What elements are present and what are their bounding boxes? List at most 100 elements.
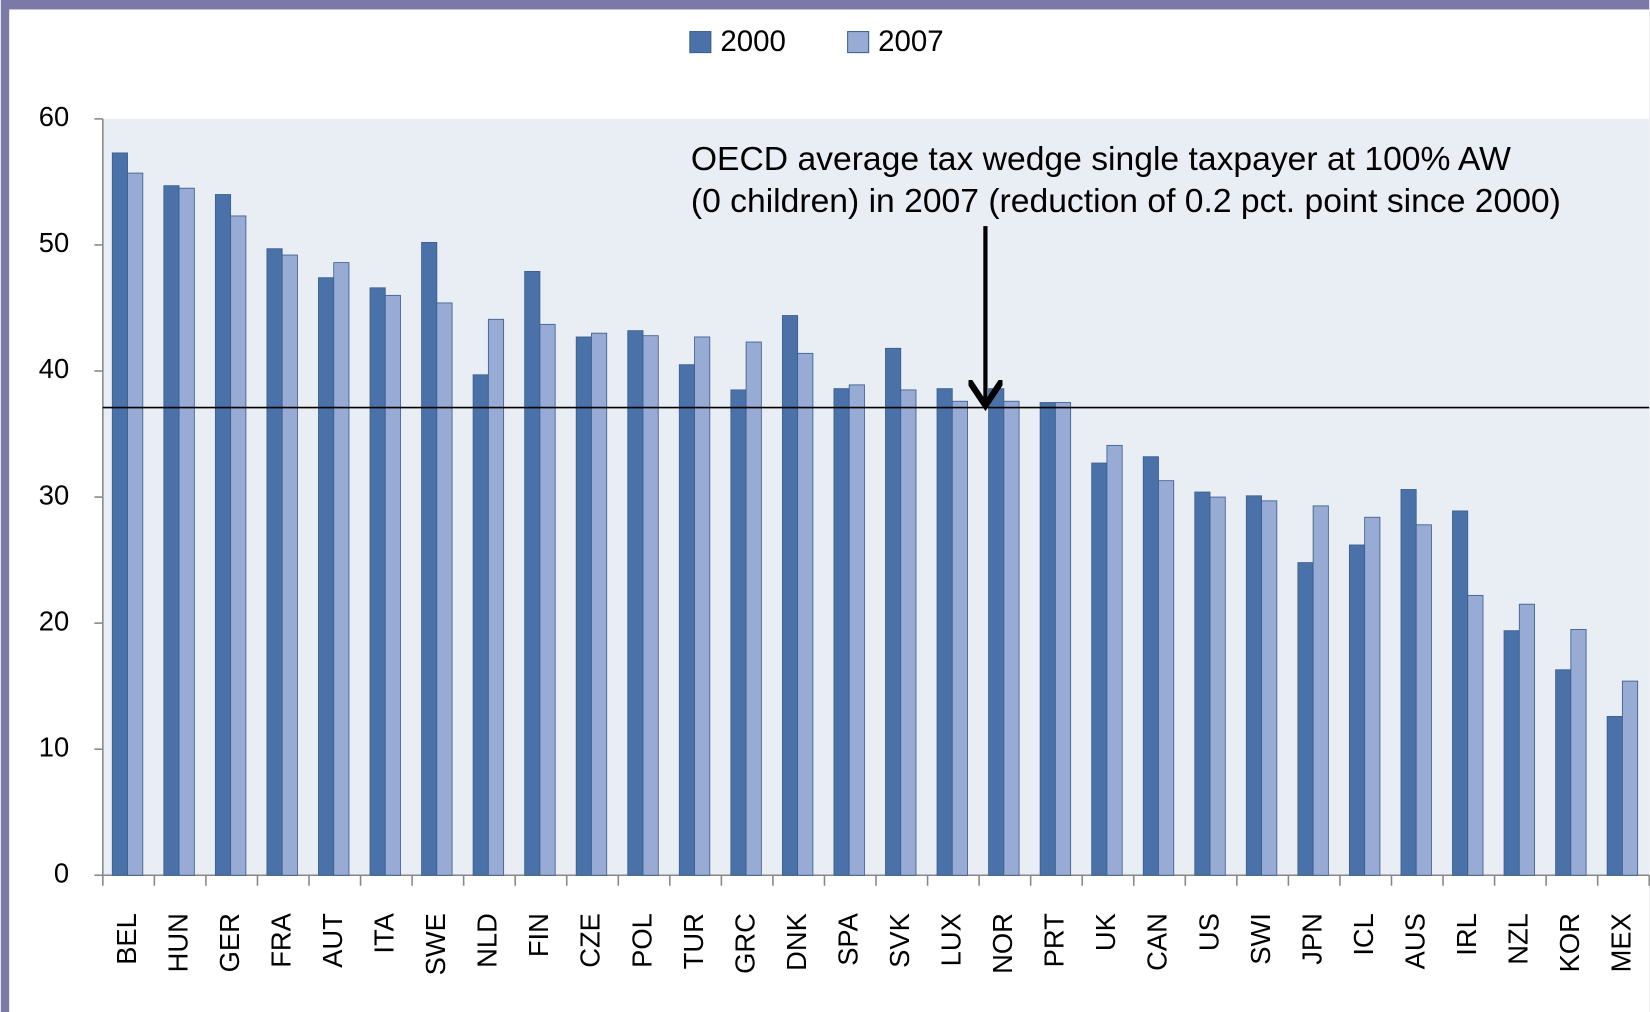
x-tick-label: SVK (884, 913, 915, 968)
plot-area (102, 118, 1650, 876)
bar (421, 241, 438, 876)
y-tick-label: 30 (39, 479, 69, 510)
x-tick-label: KOR (1554, 913, 1585, 972)
legend-swatch (847, 31, 870, 54)
bar (745, 341, 762, 876)
legend-label: 2000 (720, 25, 786, 58)
bar (230, 215, 247, 876)
bar (1312, 505, 1329, 876)
bar (1209, 496, 1226, 876)
legend-swatch (689, 31, 712, 54)
x-tick-label: IRL (1451, 913, 1482, 956)
bar (1158, 480, 1175, 876)
bar (333, 262, 350, 876)
bar (281, 254, 298, 876)
bar (318, 277, 335, 876)
bar (1348, 544, 1366, 876)
bar (1621, 680, 1639, 876)
bar (885, 347, 902, 876)
bar (524, 270, 541, 876)
chart-layer: 0 10 20 30 40 50 60 BEL HUN GER FRA AUT ITA SWE NLD FIN… (39, 25, 1650, 975)
x-tick-label: AUT (317, 913, 348, 968)
bar (384, 294, 401, 876)
x-tick-label: NLD (472, 913, 503, 968)
y-tick-label: 60 (39, 101, 69, 132)
y-tick-label: 40 (39, 353, 69, 384)
bar (1245, 495, 1262, 876)
bar (369, 287, 386, 876)
bar (833, 388, 850, 876)
x-tick-label: BEL (111, 913, 142, 965)
bar (1467, 594, 1484, 876)
bar (1364, 516, 1381, 876)
bar (575, 336, 592, 876)
y-tick-label: 10 (39, 731, 69, 762)
bar (678, 364, 695, 876)
x-tick-label: TUR (678, 913, 709, 969)
bar (1555, 669, 1572, 876)
bar (1415, 524, 1432, 876)
y-tick-label: 0 (54, 857, 69, 888)
bar (642, 335, 659, 876)
bar (111, 152, 128, 876)
x-tick-label: SPA (832, 912, 863, 965)
bar (1194, 491, 1211, 876)
bar (1003, 400, 1020, 876)
bar (1261, 500, 1278, 876)
bar (781, 315, 799, 876)
bar (591, 332, 608, 876)
x-tick-label: POL (626, 913, 657, 968)
x-tick-label: GRC (729, 913, 760, 974)
x-tick-label: HUN (162, 913, 193, 972)
bar (936, 388, 953, 876)
bar (951, 400, 968, 876)
bar (694, 336, 711, 876)
bar (900, 389, 917, 876)
bar (487, 318, 505, 876)
x-tick-label: SWE (420, 913, 451, 975)
bar (436, 302, 453, 876)
bar (1297, 562, 1314, 876)
x-tick-label: LUX (936, 913, 967, 966)
x-tick-label: SWI (1245, 913, 1276, 965)
bar (1400, 489, 1417, 876)
bar (848, 384, 865, 876)
x-tick-label: MEX (1606, 913, 1637, 972)
bar (797, 352, 814, 876)
bar (1606, 715, 1623, 876)
bar (1039, 402, 1056, 876)
x-tick-label: GER (214, 913, 245, 972)
bar (1518, 603, 1535, 876)
bar (1452, 510, 1469, 876)
bar (266, 248, 283, 876)
bar (127, 172, 144, 876)
bar (730, 389, 747, 876)
bar (988, 388, 1005, 876)
x-tick-label: DNK (781, 913, 812, 971)
x-tick-label: ITA (369, 912, 400, 953)
bar (1054, 402, 1072, 876)
y-tick-label: 20 (39, 605, 69, 636)
x-tick-label: JPN (1296, 913, 1327, 965)
x-tick-label: UK (1090, 913, 1121, 951)
bar (214, 194, 232, 876)
bar (1106, 444, 1123, 876)
bar (1142, 456, 1159, 876)
x-tick-label: PRT (1039, 913, 1070, 967)
bar (178, 187, 195, 876)
x-tick-label: CZE (575, 913, 606, 968)
x-tick-label: NOR (987, 913, 1018, 974)
legend-label: 2007 (878, 25, 944, 58)
x-tick-label: ICL (1348, 913, 1379, 956)
x-tick-label: US (1193, 913, 1224, 951)
x-tick-label: FIN (523, 913, 554, 957)
bar (539, 323, 556, 876)
x-tick-label: AUS (1399, 913, 1430, 969)
bar (163, 185, 180, 876)
bar (627, 330, 644, 876)
x-tick-label: FRA (265, 912, 296, 967)
bar (1570, 629, 1587, 876)
annotation: (0 children) in 2007 (reduction of 0.2 p… (691, 183, 1561, 220)
bar (1503, 630, 1520, 876)
